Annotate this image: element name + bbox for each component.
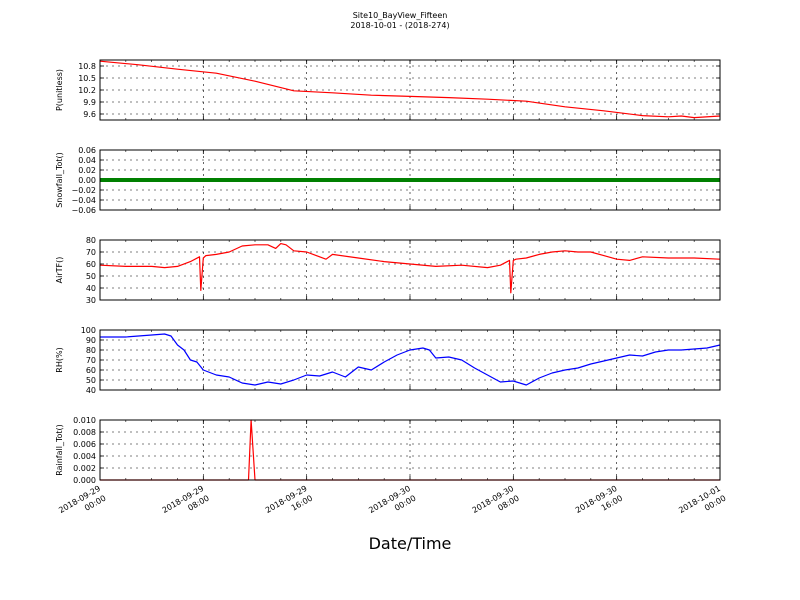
y-tick-label: 0.008 xyxy=(73,428,96,437)
subplot-5: 0.000 0.002 0.004 0.006 0.008 0.010 Rainfall_T… xyxy=(55,416,721,485)
y-tick-label: 10.2 xyxy=(78,86,96,95)
x-axis-label: Date/Time xyxy=(368,534,452,553)
y-tick-label: 0.010 xyxy=(73,416,96,425)
y-tick-label: 0.02 xyxy=(78,166,96,175)
y-tick-label: 50 xyxy=(86,376,96,385)
axes-frame xyxy=(99,329,721,391)
y-axis-label: AirTF() xyxy=(55,257,64,284)
axes-frame xyxy=(99,149,721,211)
y-tick-label: 0.04 xyxy=(78,156,96,165)
chart-title: Site10_BayView_Fifteen xyxy=(352,11,448,20)
series-line xyxy=(99,60,721,119)
y-tick-label: 9.9 xyxy=(83,98,96,107)
subplot-1: 9.6 9.9 10.2 10.5 10.8 P(unitless) xyxy=(55,59,721,121)
y-tick-label: 10.5 xyxy=(78,74,96,83)
y-axis-label: P(unitless) xyxy=(55,69,64,111)
y-tick-label: 9.6 xyxy=(83,110,96,119)
y-tick-label: 70 xyxy=(86,356,96,365)
y-axis-label: RH(%) xyxy=(55,347,64,372)
y-axis-label: Rainfall_Tot() xyxy=(55,424,64,476)
y-tick-label: 40 xyxy=(86,284,96,293)
axes-frame xyxy=(99,419,721,481)
y-tick-label: 70 xyxy=(86,248,96,257)
y-tick-label: 40 xyxy=(86,386,96,395)
y-tick-label: −0.04 xyxy=(71,196,96,205)
y-axis-label: Snowfall_Tot() xyxy=(55,152,64,208)
y-tick-label: 90 xyxy=(86,336,96,345)
y-tick-label: 80 xyxy=(86,346,96,355)
y-tick-label: 0.006 xyxy=(73,440,96,449)
y-tick-label: 50 xyxy=(86,272,96,281)
y-tick-label: 0.000 xyxy=(73,476,96,485)
y-tick-label: 0.002 xyxy=(73,464,96,473)
y-tick-label: 0.004 xyxy=(73,452,96,461)
axes-frame xyxy=(99,239,721,301)
y-tick-label: 60 xyxy=(86,366,96,375)
y-tick-label: 100 xyxy=(81,326,96,335)
y-tick-label: 0.00 xyxy=(78,176,96,185)
subplot-2: −0.06−0.04−0.020.000.020.040.06 Snowfall_… xyxy=(55,146,721,215)
y-tick-label: 0.06 xyxy=(78,146,96,155)
chart-subtitle: 2018-10-01 - (2018-274) xyxy=(350,21,450,30)
y-tick-label: −0.02 xyxy=(71,186,96,195)
y-tick-label: 80 xyxy=(86,236,96,245)
y-tick-label: 60 xyxy=(86,260,96,269)
y-tick-label: 30 xyxy=(86,296,96,305)
subplot-3: 30 40 50 60 70 80 AirTF() xyxy=(55,236,721,305)
series-line xyxy=(100,333,721,386)
y-tick-label: 10.8 xyxy=(78,62,96,71)
series-line xyxy=(99,243,721,294)
axes-frame xyxy=(99,59,721,121)
y-tick-label: −0.06 xyxy=(71,206,96,215)
